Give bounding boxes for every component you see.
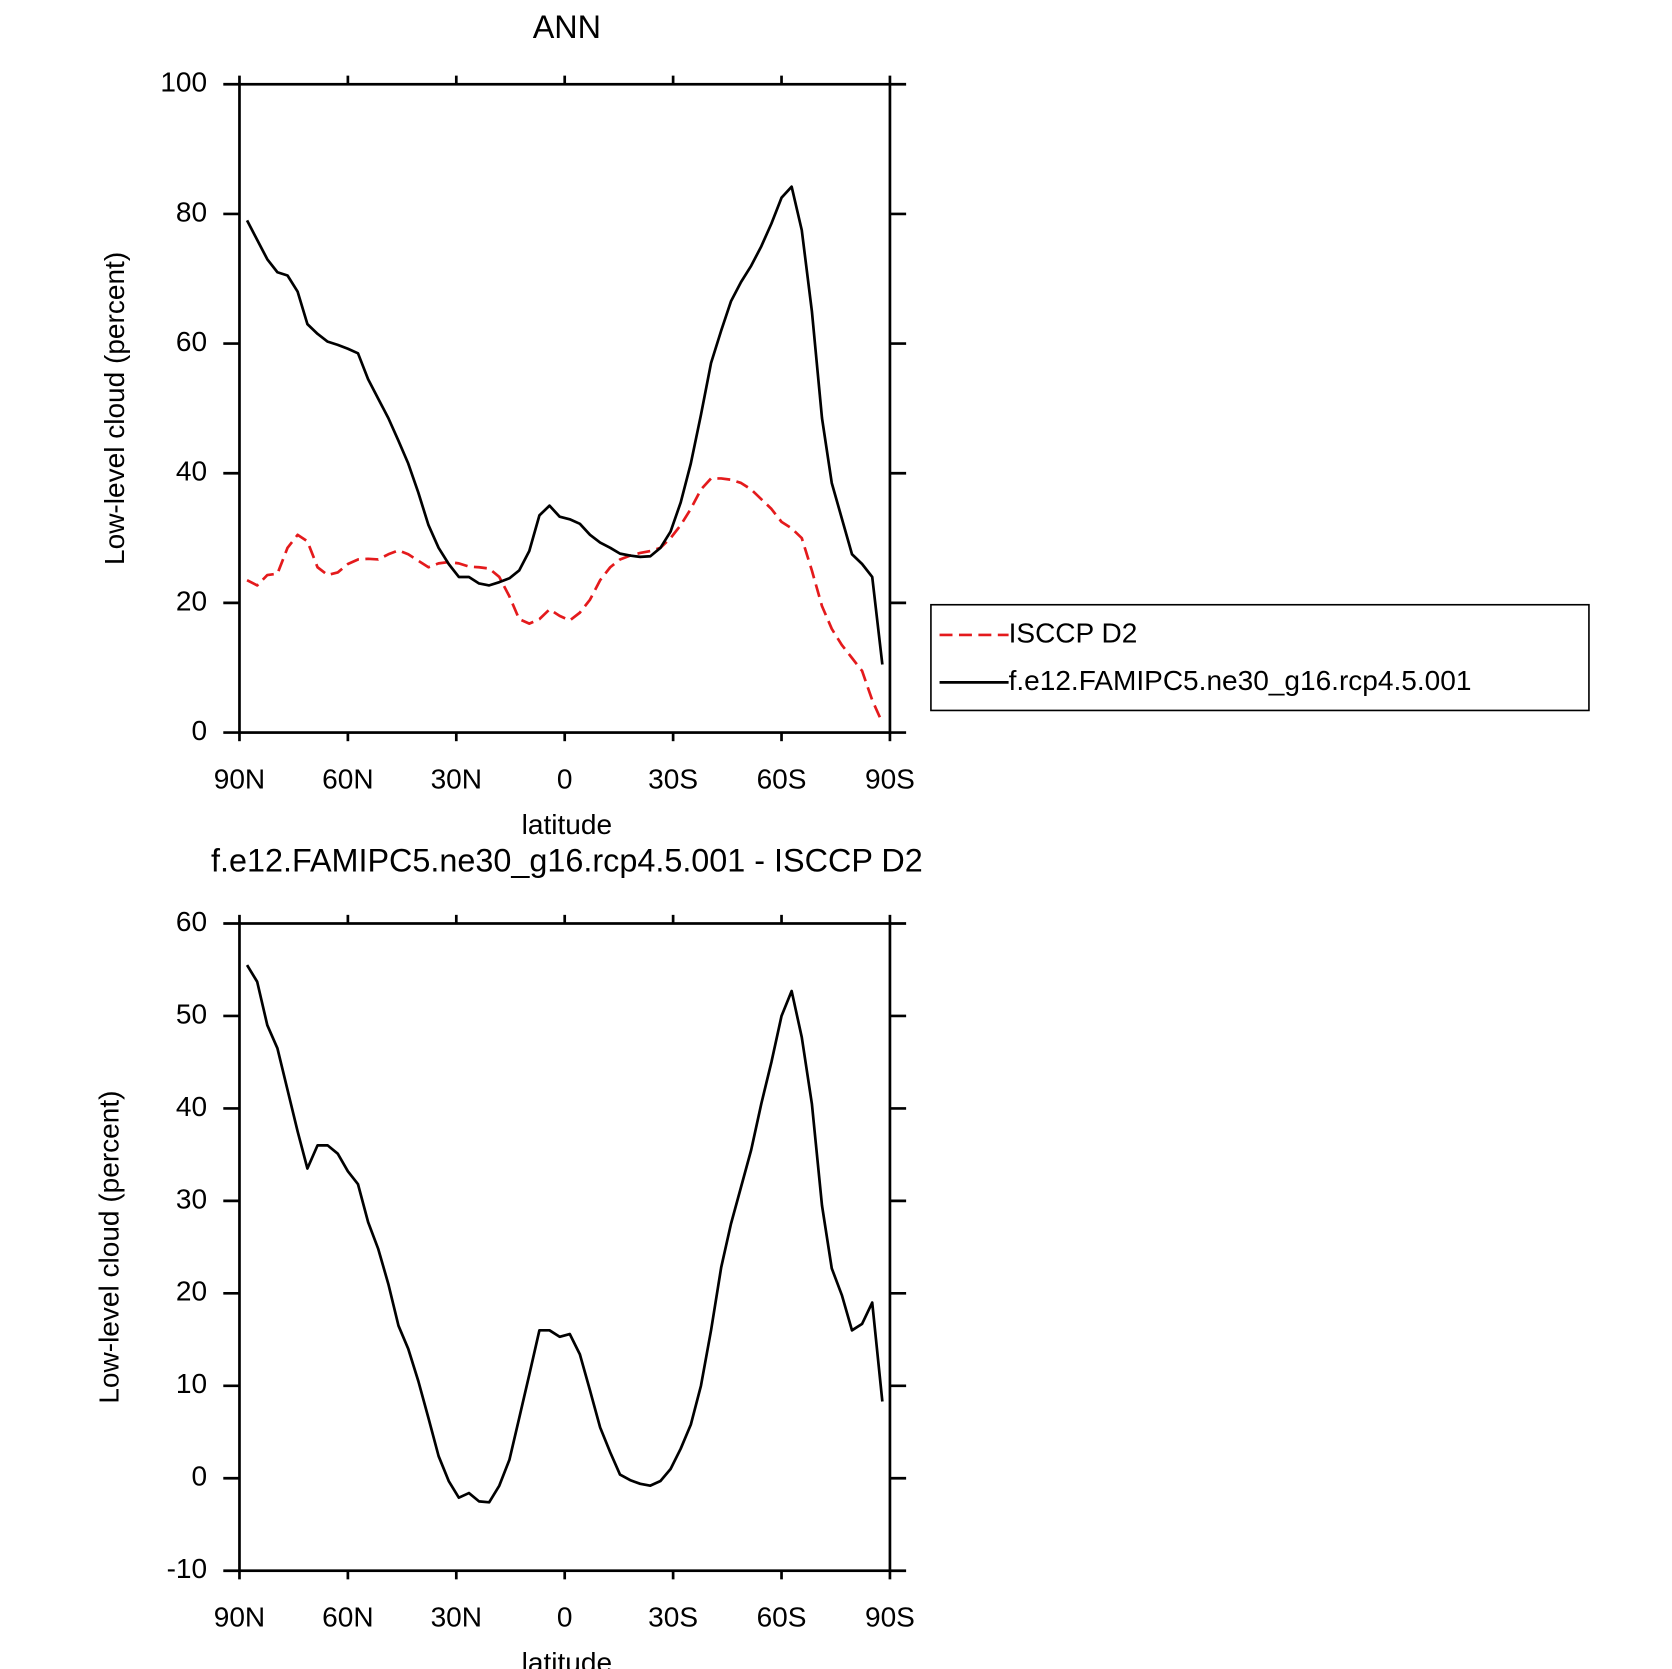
x-tick-label: 60N bbox=[322, 764, 373, 795]
x-tick-label: 90S bbox=[865, 1602, 915, 1633]
y-tick-label: 60 bbox=[176, 906, 207, 937]
y-tick-label: 80 bbox=[176, 196, 207, 227]
y-tick-label: 50 bbox=[176, 998, 207, 1029]
x-tick-label: 90S bbox=[865, 764, 915, 795]
y-tick-label: 40 bbox=[176, 456, 207, 487]
legend-label: f.e12.FAMIPC5.ne30_g16.rcp4.5.001 bbox=[1009, 665, 1472, 696]
y-tick-label: 10 bbox=[176, 1368, 207, 1399]
x-tick-label: 60S bbox=[757, 764, 807, 795]
y-axis-label: Low-level cloud (percent) bbox=[99, 252, 130, 565]
x-tick-label: 0 bbox=[557, 1602, 573, 1633]
y-tick-label: 40 bbox=[176, 1091, 207, 1122]
y-tick-label: 60 bbox=[176, 326, 207, 357]
y-tick-label: 0 bbox=[192, 715, 208, 746]
y-tick-label: 100 bbox=[160, 67, 207, 98]
y-tick-label: 30 bbox=[176, 1183, 207, 1214]
x-tick-label: 90N bbox=[214, 1602, 265, 1633]
legend-box bbox=[930, 603, 1590, 712]
x-tick-label: 0 bbox=[557, 764, 573, 795]
x-tick-label: 30N bbox=[431, 764, 482, 795]
x-tick-label: 60S bbox=[757, 1602, 807, 1633]
legend-label: ISCCP D2 bbox=[1009, 617, 1138, 648]
plot-frame bbox=[238, 82, 892, 734]
x-axis-label: latitude bbox=[522, 809, 612, 840]
x-tick-label: 30S bbox=[648, 764, 698, 795]
plot-frame bbox=[238, 922, 892, 1573]
y-tick-label: 20 bbox=[176, 1276, 207, 1307]
data-line bbox=[246, 477, 884, 724]
data-line bbox=[245, 185, 884, 665]
x-tick-label: 60N bbox=[322, 1602, 373, 1633]
y-tick-label: -10 bbox=[167, 1553, 208, 1584]
y-tick-label: 20 bbox=[176, 585, 207, 616]
x-tick-label: 90N bbox=[214, 764, 265, 795]
x-tick-label: 30N bbox=[431, 1602, 482, 1633]
y-tick-label: 0 bbox=[192, 1461, 208, 1492]
y-axis-label: Low-level cloud (percent) bbox=[94, 1091, 125, 1404]
chart-title: f.e12.FAMIPC5.ne30_g16.rcp4.5.001 - ISCC… bbox=[211, 843, 923, 879]
x-axis-label: latitude bbox=[522, 1647, 612, 1669]
data-line bbox=[245, 964, 884, 1504]
chart-title: ANN bbox=[533, 9, 601, 45]
x-tick-label: 30S bbox=[648, 1602, 698, 1633]
